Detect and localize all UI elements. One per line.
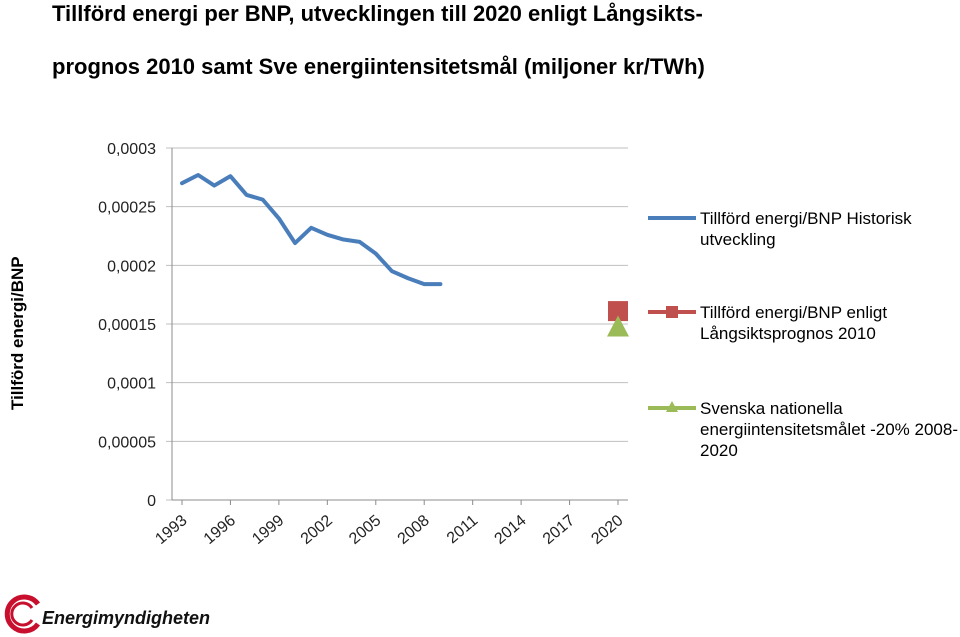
legend-label-historisk: Tillförd energi/BNP Historisk utveckling [700,209,912,249]
series-marks [180,172,629,337]
legend-swatch-prognos [648,306,696,318]
legend-label-mal: Svenska nationella energiintensitetsmåle… [700,399,958,460]
y-tick-label: 0,0001 [107,376,156,393]
chart-title-line-2: prognos 2010 samt Sve energiintensitetsm… [52,54,705,79]
x-tick-label: 2005 [346,512,384,548]
x-tick-label: 2011 [444,512,481,547]
x-tick-label: 2020 [588,512,626,548]
legend-swatch-mal [648,401,696,412]
x-tick-label: 2002 [298,512,336,548]
x-tick-label: 1999 [249,512,287,548]
x-tick-label: 2014 [491,512,529,548]
y-tick-labels: 0 0,00005 0,0001 0,00015 0,0002 0,00025 0,0003 [98,141,156,510]
data-point-mal [607,315,629,337]
y-tick-label: 0 [147,493,156,510]
y-tick-label: 0,00025 [98,200,156,217]
y-tick-label: 0,0002 [107,258,156,275]
chart-title-line-1: Tillförd energi per BNP, utvecklingen ti… [52,1,703,26]
logo-icon [4,594,41,634]
y-tick-label: 0,00015 [98,317,156,334]
grid-lines [166,147,628,505]
x-tick-labels: 1993 1996 1999 2002 2005 2008 2011 2014 2017 2020 [152,512,626,548]
x-tick-label: 2008 [395,512,433,548]
data-point-prognos [608,301,628,322]
legend-label-prognos: Tillförd energi/BNP enligt Långsiktsprog… [700,303,888,343]
x-tick-label: 1996 [201,512,239,548]
series-line-historisk [180,172,443,287]
x-tick-label: 2017 [540,512,578,548]
y-tick-label: 0,00005 [98,434,156,451]
energimyndigheten-logo: Energimyndigheten [2,594,210,634]
y-tick-label: 0,0003 [107,141,156,158]
logo-text: Energimyndigheten [42,608,211,628]
x-tick-label: 1993 [152,512,190,548]
legend-swatch-historisk [648,216,696,220]
